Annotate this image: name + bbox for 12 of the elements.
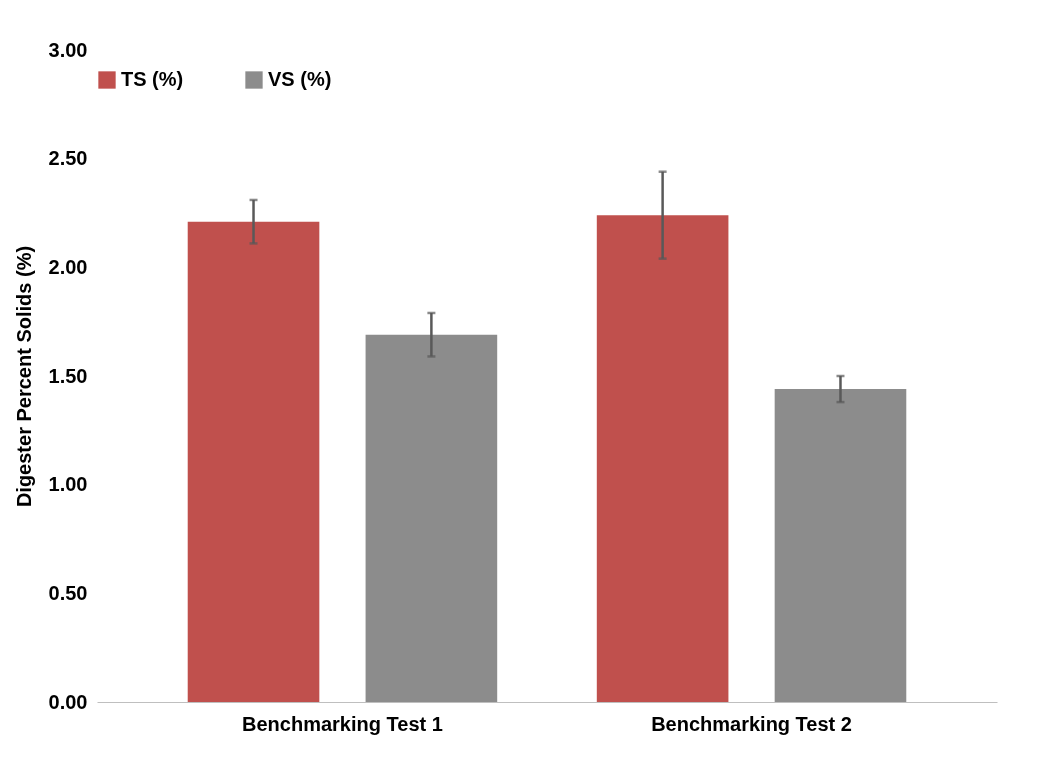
legend-label: VS (%) (268, 68, 332, 90)
x-tick-label: Benchmarking Test 2 (651, 712, 852, 735)
y-tick-label: 1.00 (48, 473, 88, 496)
y-tick-label: 0.50 (48, 581, 88, 604)
x-tick-label: Benchmarking Test 1 (242, 712, 443, 735)
y-axis-title: Digester Percent Solids (%) (12, 245, 35, 508)
y-tick-label: 0.00 (48, 690, 88, 713)
y-tick-label: 3.00 (48, 38, 88, 61)
y-tick-label: 1.50 (48, 364, 88, 387)
legend-label: TS (%) (121, 68, 184, 90)
y-tick-label: 2.00 (48, 255, 88, 278)
y-tick-label: 2.50 (48, 147, 88, 170)
